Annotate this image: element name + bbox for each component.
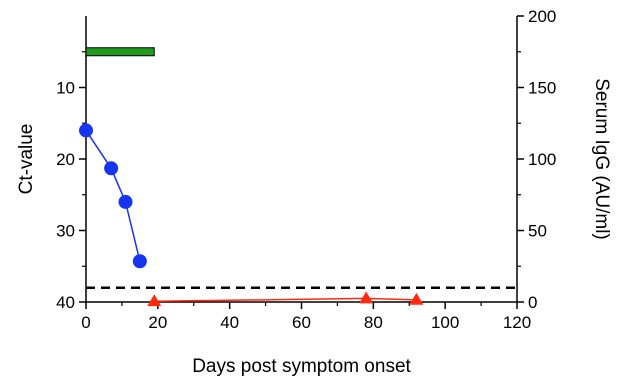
series-0-point	[104, 161, 119, 176]
y-left-tick-label: 10	[56, 79, 75, 98]
x-tick-label: 0	[81, 313, 90, 332]
y-axis-left-title: Ct-value	[16, 124, 37, 195]
y-right-tick-label: 100	[528, 150, 556, 169]
series-0-line	[85, 129, 141, 262]
y-right-tick-label: 50	[528, 222, 547, 241]
series-0-point	[118, 194, 133, 209]
x-tick-label: 100	[431, 313, 459, 332]
y-right-tick-label: 150	[528, 79, 556, 98]
y-right-tick-label: 200	[528, 7, 556, 26]
series-1-point	[147, 294, 162, 307]
duration-bar	[85, 47, 155, 57]
x-tick-label: 20	[148, 313, 167, 332]
y-left-tick-label: 30	[56, 222, 75, 241]
series-1-point	[359, 291, 374, 304]
y-right-tick-label: 0	[528, 293, 537, 312]
x-axis-title: Days post symptom onset	[192, 356, 411, 377]
x-tick-label: 40	[220, 313, 239, 332]
chart-marks	[79, 47, 517, 307]
x-tick-label: 60	[292, 313, 311, 332]
series-1-point	[409, 292, 424, 305]
y-axis-right-title: Serum IgG (AU/ml)	[591, 78, 612, 240]
x-tick-label: 80	[364, 313, 383, 332]
y-left-tick-label: 20	[56, 150, 75, 169]
series-0-point	[79, 123, 93, 138]
x-tick-label: 120	[503, 313, 531, 332]
y-left-tick-label: 40	[56, 293, 75, 312]
series-0-point	[132, 254, 147, 269]
series-1-line	[154, 297, 417, 303]
